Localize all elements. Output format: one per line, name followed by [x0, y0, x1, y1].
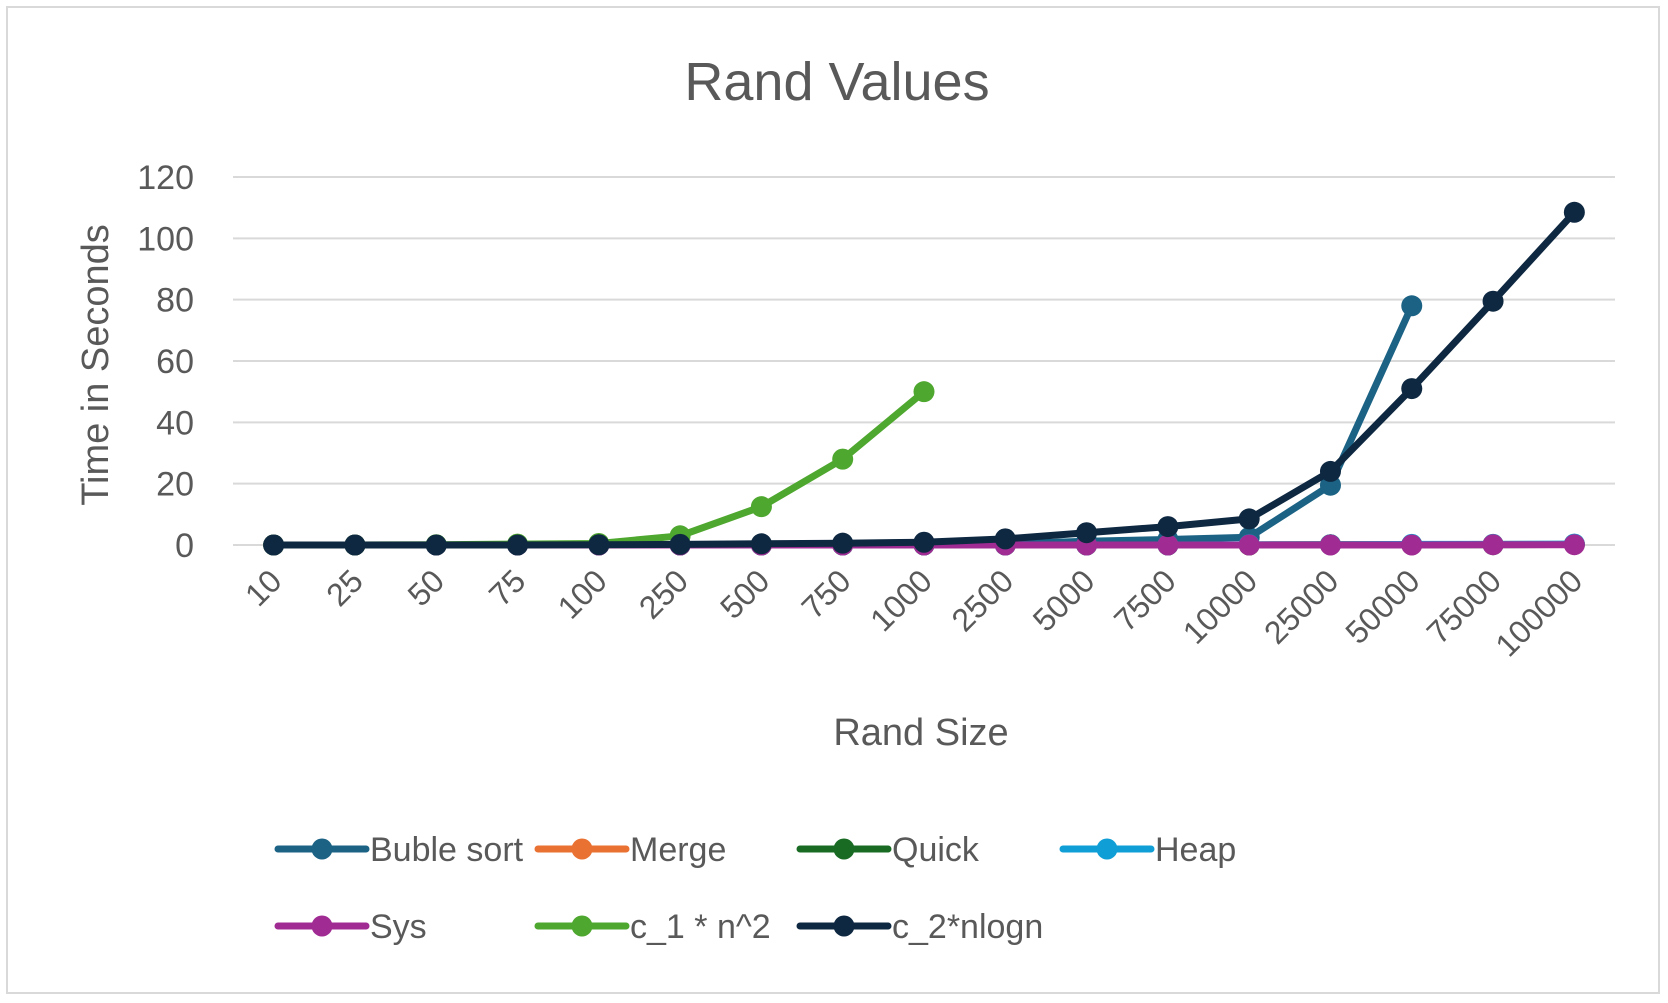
- data-point: [1238, 508, 1260, 530]
- data-point: [1401, 378, 1423, 400]
- data-point: [1401, 295, 1423, 317]
- data-point: [1076, 522, 1098, 544]
- data-point: [1563, 534, 1585, 556]
- data-point: [1319, 460, 1341, 482]
- legend-item: Quick: [796, 831, 980, 869]
- x-tick-label: 25000: [1257, 562, 1345, 650]
- x-tick-label: 10000: [1176, 562, 1264, 650]
- data-point: [913, 381, 935, 403]
- legend-item: Merge: [534, 831, 726, 869]
- legend: Buble sort Merge Quick Heap Sys c_1 * n^2 c_2*…: [274, 831, 1236, 946]
- data-point: [832, 532, 854, 554]
- y-axis-label: Time in Seconds: [75, 224, 117, 506]
- series-line: [270, 388, 928, 549]
- y-tick-label: 20: [156, 466, 194, 504]
- legend-item: Heap: [1059, 831, 1236, 869]
- data-point: [1319, 534, 1341, 556]
- x-tick-label: 50000: [1338, 562, 1426, 650]
- legend-label: Buble sort: [370, 831, 524, 869]
- x-tick-label: 750: [794, 562, 857, 625]
- data-point: [994, 528, 1016, 550]
- legend-label: Merge: [630, 831, 726, 869]
- x-tick-label: 10: [238, 562, 289, 613]
- legend-swatch-marker: [833, 838, 855, 860]
- series-c-2-nlogn: [263, 201, 1585, 556]
- data-point: [832, 448, 854, 470]
- data-point: [750, 496, 772, 518]
- data-point: [507, 534, 529, 556]
- legend-item: c_1 * n^2: [534, 908, 771, 946]
- x-tick-label: 100000: [1488, 562, 1589, 663]
- series-lines: [263, 201, 1585, 556]
- data-point: [1157, 516, 1179, 538]
- x-tick-label: 500: [713, 562, 776, 625]
- data-point: [1563, 201, 1585, 223]
- x-tick-label: 50: [401, 562, 452, 613]
- x-axis-label: Rand Size: [833, 712, 1008, 754]
- x-tick-label: 1000: [863, 562, 939, 638]
- chart: Rand Values Time in Seconds Rand Size 0 2…: [75, 52, 1615, 946]
- x-tick-labels: 10 25 50 75 100 250 500 750 1000 2500 5000 75001000…: [238, 562, 1589, 663]
- data-point: [1482, 534, 1504, 556]
- data-point: [1238, 534, 1260, 556]
- gridlines: [233, 176, 1615, 546]
- data-point: [263, 534, 285, 556]
- chart-frame: Rand Values Time in Seconds Rand Size 0 2…: [6, 6, 1660, 994]
- x-tick-label: 25: [319, 562, 370, 613]
- legend-item: c_2*nlogn: [796, 908, 1043, 946]
- legend-label: c_1 * n^2: [630, 908, 771, 946]
- legend-label: Sys: [370, 908, 427, 946]
- legend-swatch-marker: [833, 915, 855, 937]
- data-point: [750, 533, 772, 555]
- data-point: [1401, 534, 1423, 556]
- legend-item: Buble sort: [274, 831, 524, 869]
- y-tick-label: 0: [175, 527, 194, 565]
- data-point: [425, 534, 447, 556]
- data-point: [1157, 534, 1179, 556]
- y-tick-labels: 0 20 40 60 80 100 120: [137, 159, 194, 565]
- y-tick-label: 60: [156, 343, 194, 381]
- y-tick-label: 80: [156, 282, 194, 320]
- x-tick-label: 5000: [1026, 562, 1102, 638]
- legend-swatch-marker: [571, 838, 593, 860]
- y-tick-label: 120: [137, 159, 194, 197]
- legend-swatch-marker: [571, 915, 593, 937]
- x-tick-label: 250: [632, 562, 695, 625]
- y-tick-label: 100: [137, 220, 194, 258]
- data-point: [588, 534, 610, 556]
- legend-swatch-marker: [1096, 838, 1118, 860]
- legend-label: Heap: [1155, 831, 1236, 869]
- series-line: [270, 302, 1416, 549]
- x-tick-label: 7500: [1107, 562, 1183, 638]
- legend-swatch-marker: [311, 838, 333, 860]
- legend-label: c_2*nlogn: [892, 908, 1043, 946]
- legend-label: Quick: [892, 831, 980, 869]
- data-point: [1482, 290, 1504, 312]
- legend-swatch-marker: [311, 915, 333, 937]
- x-tick-label: 100: [551, 562, 614, 625]
- data-point: [913, 531, 935, 553]
- y-tick-label: 40: [156, 404, 194, 442]
- legend-item: Sys: [274, 908, 427, 946]
- series-c-1-n-2: [263, 381, 935, 556]
- chart-title: Rand Values: [684, 52, 989, 112]
- x-tick-label: 2500: [944, 562, 1020, 638]
- data-point: [669, 533, 691, 555]
- x-tick-label: 75: [482, 562, 533, 613]
- data-point: [344, 534, 366, 556]
